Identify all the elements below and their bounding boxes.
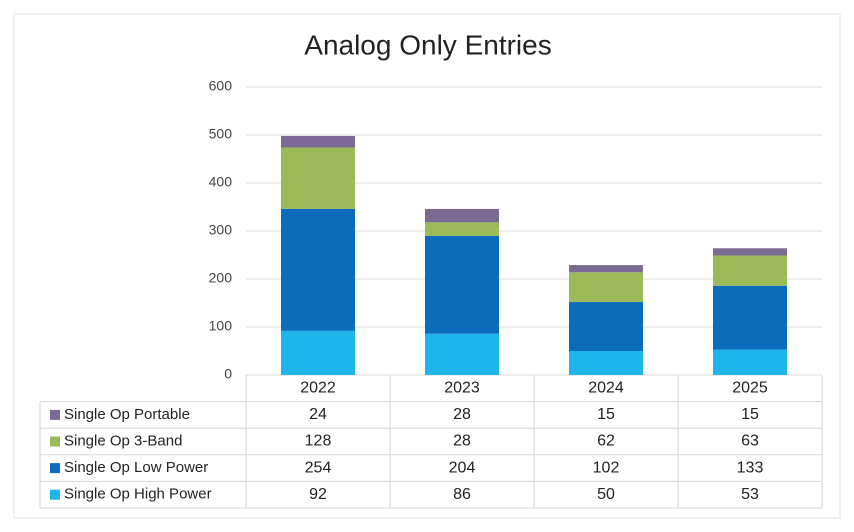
legend-label: Single Op Portable [64, 406, 190, 423]
bar-segment [281, 135, 355, 148]
y-tick-label: 300 [209, 222, 233, 238]
table-value: 254 [305, 459, 332, 476]
legend-swatch [50, 409, 60, 420]
bar-segment [713, 285, 787, 350]
legend-swatch [50, 436, 60, 447]
table-value: 86 [453, 486, 471, 503]
table-value: 102 [593, 459, 620, 476]
table-value: 15 [741, 406, 759, 423]
bar-segment [425, 333, 499, 375]
table-value: 28 [453, 406, 471, 423]
table-value: 133 [737, 459, 764, 476]
bar-segment [425, 208, 499, 223]
table-value: 15 [597, 406, 615, 423]
bar-segment [425, 235, 499, 334]
table-value: 28 [453, 433, 471, 450]
x-tick-label: 2024 [588, 380, 624, 397]
y-tick-label: 400 [209, 174, 233, 190]
bar-segment [713, 349, 787, 375]
legend-label: Single Op Low Power [64, 459, 208, 476]
x-tick-label: 2022 [300, 380, 336, 397]
legend-label: Single Op 3-Band [64, 432, 182, 449]
table-value: 62 [597, 433, 615, 450]
bar-segment [281, 208, 355, 331]
table-value: 24 [309, 406, 327, 423]
bar-segment [569, 272, 643, 303]
table-value: 63 [741, 433, 759, 450]
y-tick-label: 100 [209, 318, 233, 334]
table-value: 92 [309, 486, 327, 503]
bar-segment [713, 255, 787, 286]
table-value: 50 [597, 486, 615, 503]
table-value: 204 [449, 459, 476, 476]
y-tick-label: 500 [209, 126, 233, 142]
table-value: 128 [305, 433, 332, 450]
bar-segment [569, 351, 643, 375]
bar-segment [569, 265, 643, 273]
y-tick-label: 0 [224, 366, 232, 382]
bar-segment [281, 330, 355, 375]
y-tick-label: 200 [209, 270, 233, 286]
x-tick-label: 2025 [732, 380, 768, 397]
bar-segment [713, 248, 787, 256]
bar-segment [425, 222, 499, 236]
legend-swatch [50, 489, 60, 500]
legend-swatch [50, 463, 60, 474]
x-tick-label: 2023 [444, 380, 480, 397]
legend-label: Single Op High Power [64, 486, 212, 503]
y-tick-label: 600 [209, 78, 233, 94]
chart-title: Analog Only Entries [304, 29, 551, 60]
table-value: 53 [741, 486, 759, 503]
bar-segment [569, 302, 643, 351]
bar-segment [281, 147, 355, 209]
